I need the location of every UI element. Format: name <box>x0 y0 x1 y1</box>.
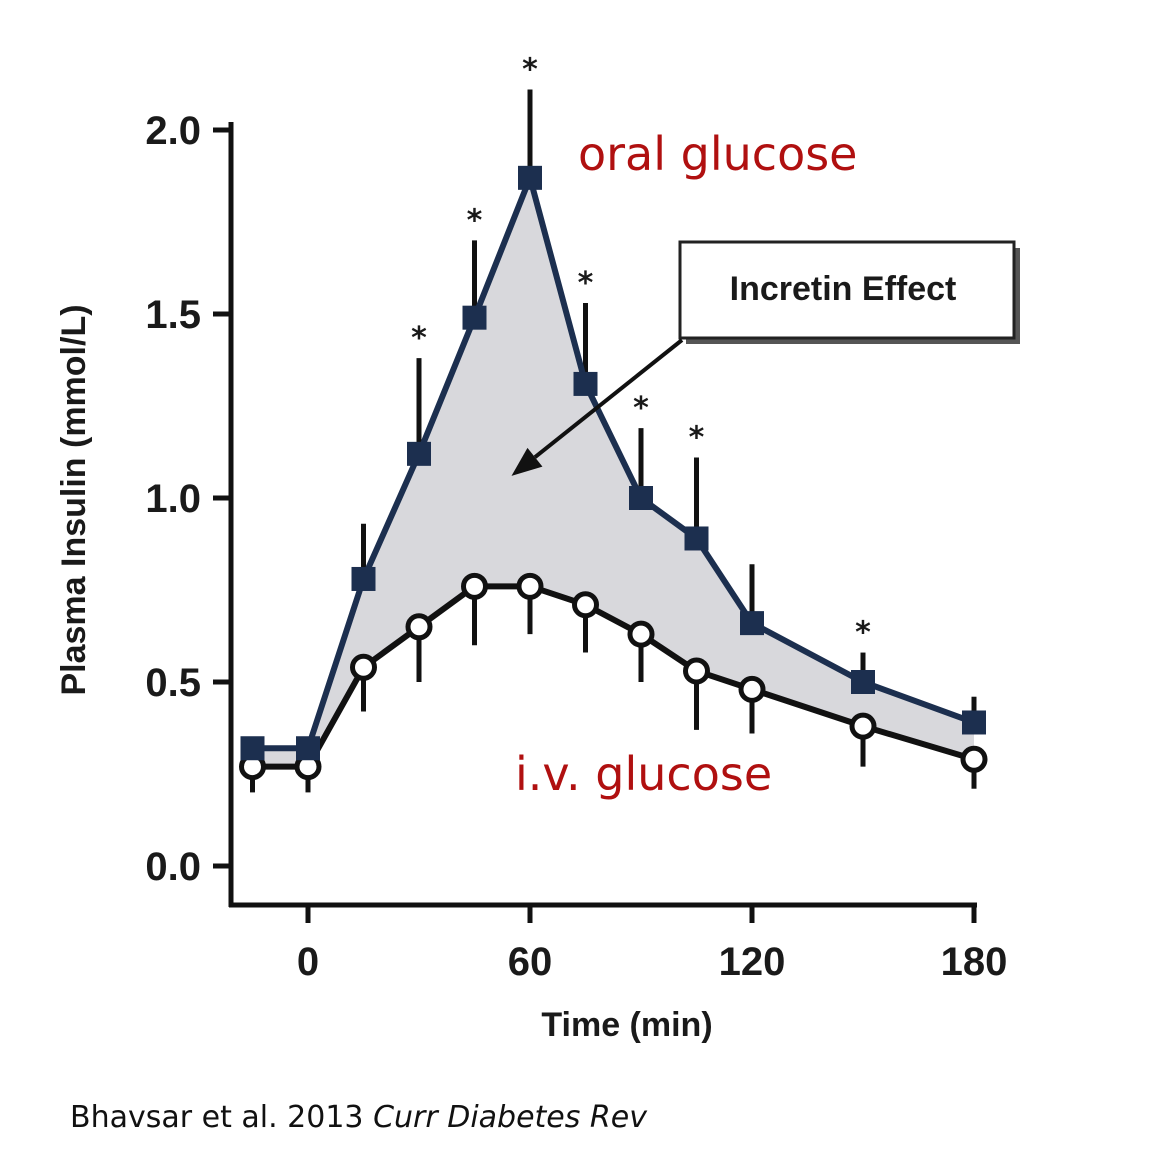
y-tick-label: 0.0 <box>145 845 201 889</box>
shaded-area <box>252 177 974 767</box>
iv-point <box>350 653 377 681</box>
significance-star: * <box>467 203 483 238</box>
iv-point <box>849 712 877 740</box>
x-tick-label: 120 <box>719 940 786 984</box>
y-tick-label: 1.0 <box>145 477 201 521</box>
oral-point <box>962 710 986 735</box>
oral-point <box>573 371 598 396</box>
callout-text: Incretin Effect <box>730 270 957 308</box>
y-tick-label: 1.5 <box>145 293 201 337</box>
oral-point <box>240 736 265 761</box>
significance-star: * <box>689 421 705 456</box>
x-axis-title: Time (min) <box>541 1006 712 1044</box>
significance-markers: * * * * * * * <box>411 53 871 651</box>
iv-point <box>683 657 710 685</box>
iv-glucose-line <box>252 583 975 770</box>
iv-point <box>461 572 488 600</box>
y-tick-label: 2.0 <box>145 109 201 153</box>
oral-point <box>518 165 542 190</box>
citation: Bhavsar et al. 2013 Curr Diabetes Rev <box>70 1100 647 1135</box>
incretin-effect-shaded-area <box>252 177 974 767</box>
x-tick-label: 0 <box>297 940 319 984</box>
oral-point <box>351 566 376 591</box>
oral-point <box>296 736 320 761</box>
significance-star: * <box>522 53 538 88</box>
iv-point <box>738 675 766 703</box>
iv-point <box>572 591 599 619</box>
significance-star: * <box>578 266 594 301</box>
oral-glucose-label: oral glucose <box>578 127 857 181</box>
tick-labels: 0.0 0.5 1.0 1.5 2.0 0 60 120 180 <box>145 109 1007 984</box>
oral-glucose-line <box>252 174 976 752</box>
y-axis-title: Plasma Insulin (mmol/L) <box>55 304 93 695</box>
callout-arrow <box>511 338 684 476</box>
iv-glucose-label: i.v. glucose <box>515 747 772 801</box>
oral-glucose-series <box>240 89 986 761</box>
citation-authors: Bhavsar et al. 2013 <box>70 1100 364 1135</box>
significance-star: * <box>411 321 427 356</box>
x-tick-label: 60 <box>508 940 553 984</box>
oral-point <box>851 670 875 694</box>
arrow-head <box>511 447 543 476</box>
citation-journal: Curr Diabetes Rev <box>373 1100 647 1135</box>
axes <box>213 122 977 923</box>
iv-point <box>405 613 433 641</box>
oral-point <box>629 486 653 510</box>
oral-point <box>740 611 764 636</box>
iv-point <box>960 745 988 773</box>
arrow-shaft <box>533 338 684 459</box>
iv-point <box>627 620 655 648</box>
significance-star: * <box>633 391 649 426</box>
iv-point <box>516 572 544 600</box>
oral-point <box>462 305 487 330</box>
callout-box <box>678 240 1016 340</box>
y-tick-label: 0.5 <box>145 661 201 705</box>
oral-point <box>684 526 709 551</box>
incretin-effect-callout: Incretin Effect <box>678 240 1020 344</box>
oral-point <box>407 441 431 466</box>
x-tick-label: 180 <box>941 940 1008 984</box>
iv-glucose-series <box>239 572 988 793</box>
significance-star: * <box>855 616 871 651</box>
